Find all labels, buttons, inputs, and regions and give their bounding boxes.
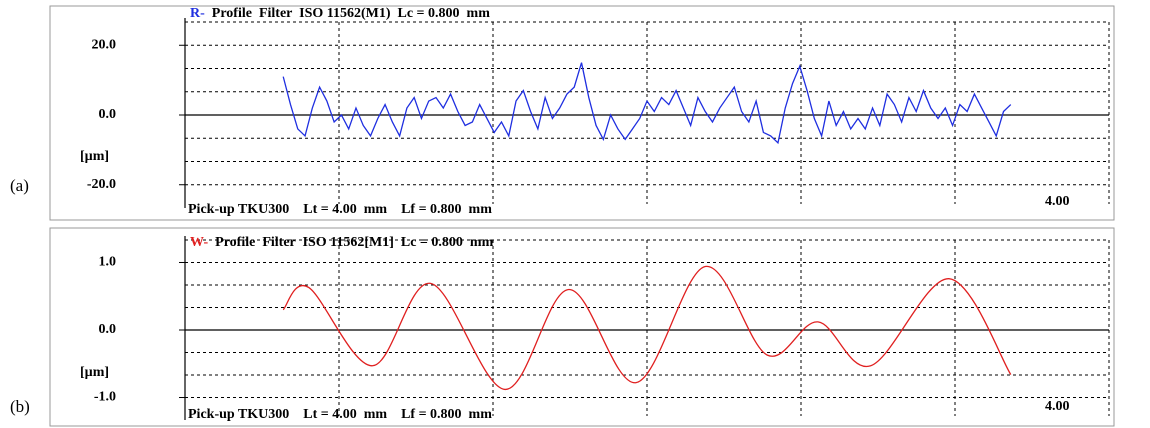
profile-prefix: R- xyxy=(190,6,205,21)
panel-frame xyxy=(49,5,1115,221)
profile-line xyxy=(282,265,1012,391)
panel-label: (b) xyxy=(10,397,30,416)
panel-label: (a) xyxy=(10,176,29,195)
y-tick-label: -1.0 xyxy=(94,390,116,405)
panel-frame xyxy=(49,227,1115,427)
profile-prefix: W- xyxy=(190,235,208,250)
x-end-label: 4.00 xyxy=(1045,399,1070,414)
y-tick-label: 0.0 xyxy=(99,107,117,122)
y-tick-label: 1.0 xyxy=(99,255,117,270)
footer: Pick-up TKU300 Lt = 4.00 mm Lf = 0.800 m… xyxy=(188,202,492,217)
plot-title: W- Profile Filter ISO 11562[M1] Lc = 0.8… xyxy=(190,235,494,250)
plot-title: R- Profile Filter ISO 11562(M1) Lc = 0.8… xyxy=(190,6,490,21)
title-text: Profile Filter ISO 11562(M1) Lc = 0.800 … xyxy=(212,6,490,21)
unit-label: [µm] xyxy=(80,365,109,380)
footer: Pick-up TKU300 Lt = 4.00 mm Lf = 0.800 m… xyxy=(188,407,492,422)
unit-label: [µm] xyxy=(80,149,109,164)
y-tick-label: 0.0 xyxy=(99,322,117,337)
title-text: Profile Filter ISO 11562[M1] Lc = 0.800 … xyxy=(215,235,493,250)
profile-line xyxy=(282,62,1012,145)
x-end-label: 4.00 xyxy=(1045,194,1070,209)
y-tick-label: 20.0 xyxy=(92,37,117,52)
y-tick-label: -20.0 xyxy=(87,177,116,192)
